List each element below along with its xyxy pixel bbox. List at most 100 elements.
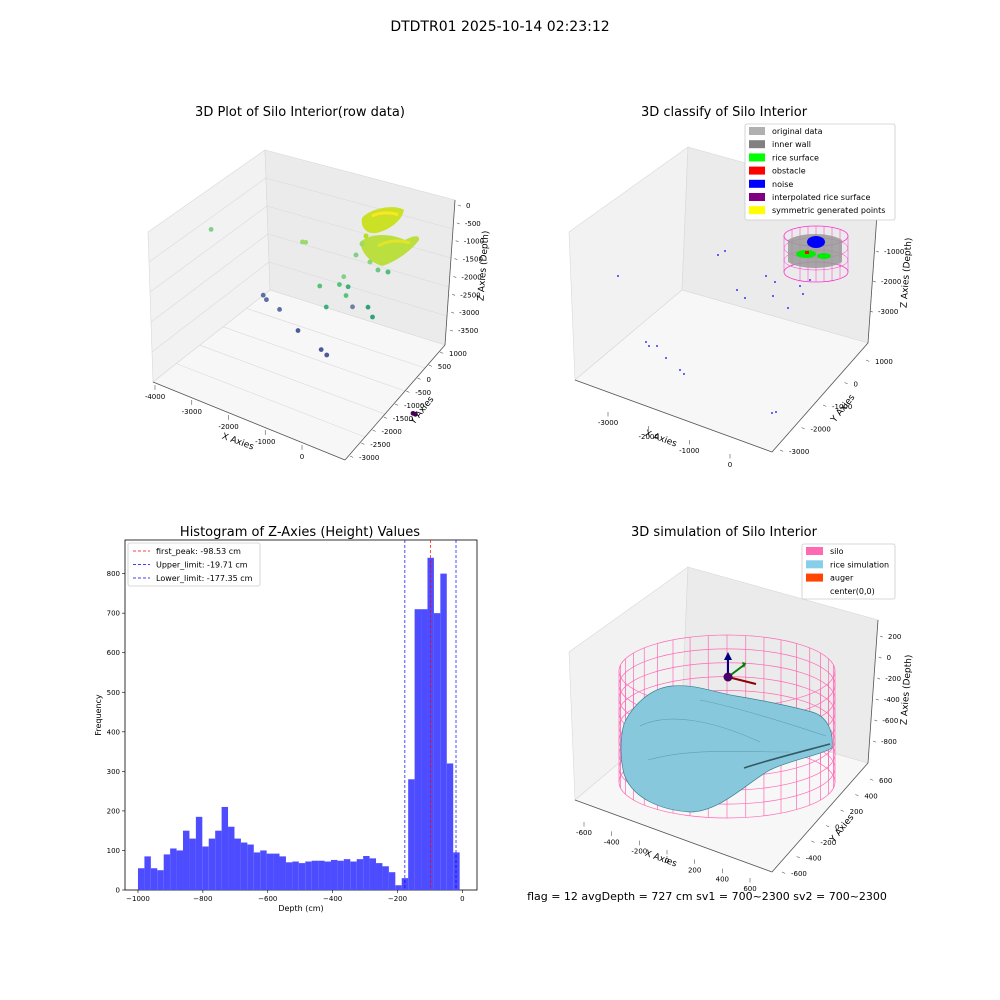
classify-noise-points [617,250,811,414]
raw-point [303,239,309,245]
raw-gridline [246,308,426,369]
raw-y-label: Y Axies [408,395,437,428]
raw-y-tick-mark [383,416,388,419]
raw-y-tick: 0 [427,376,431,384]
histogram-x-tick: −400 [323,895,342,903]
classify-z-label: Z Axies (Depth) [900,237,915,308]
histogram-bar [157,870,164,890]
histogram-x-tick: −600 [258,895,277,903]
histogram-x-tick: −800 [193,895,212,903]
noise-point [724,250,726,252]
raw-z-tick: -500 [465,220,481,228]
legend-swatch [749,206,765,215]
simulation-z-tick: 0 [887,654,891,662]
simulation-y-tick-mark [811,840,815,843]
raw-gridline [151,261,270,353]
histogram-bar [337,860,344,890]
noise-point [717,254,719,256]
raw-x-tick: -3000 [182,408,202,416]
histogram-bar [433,613,441,890]
classify-y-ticks: 1000 0 -1000 -2000 -3000 [779,358,893,456]
simulation-z-axis [867,619,879,764]
raw-z-tick-mark [449,329,453,332]
classify-y-tick: -3000 [789,448,809,456]
classify-y-tick: -1000 [832,403,852,411]
simulation-y-tick-mark [781,871,786,874]
simulation-z-tick-mark [872,740,876,743]
raw-z-tick-mark [455,240,459,243]
raw-point [317,283,323,289]
noise-point [775,411,777,413]
histogram-bar [273,853,280,890]
raw-y-tick-mark [439,351,444,354]
legend-label: rice surface [772,153,819,162]
histogram-y-tick: 400 [107,728,120,736]
raw-z-tick-mark [456,222,460,225]
simulation-x-tick: 400 [716,876,729,884]
raw-z-tick: -2500 [460,291,480,299]
raw-y-tick-mark [349,455,354,458]
histogram-bar [234,838,241,890]
histogram-bar [440,573,447,890]
histogram-bar [163,854,171,890]
histogram-y-tick: 300 [107,768,120,776]
histogram-legend-label: Lower_limit: -177.35 cm [156,574,253,583]
classify-z-tick: -2000 [881,278,901,286]
simulation-x-tick: 200 [688,866,701,874]
histogram-bars [137,557,460,890]
histogram-bar [356,859,364,890]
simulation-x-label: X Axies [643,849,678,870]
raw-point [341,274,347,280]
histogram-bar [176,850,184,890]
raw-point [260,292,266,298]
histogram-bar [208,838,216,890]
histogram-bar [144,856,151,890]
raw-point [370,314,375,320]
classify-z-tick: -1000 [884,248,904,256]
noise-point [736,289,738,291]
simulation-legend-label: center(0,0) [830,587,875,596]
histogram-bar [324,861,331,890]
histogram-bar [318,860,325,890]
simulation-z-tick-mark [879,635,883,638]
simulation-legend: silo rice simulation auger center(0,0) [801,543,896,600]
histogram-bar [253,852,261,890]
classify-y-tick-mark [779,449,784,452]
noise-point [787,307,789,309]
histogram-title: Histogram of Z-Axies (Height) Values [180,525,420,540]
raw-x-tick: -1000 [255,438,275,446]
raw-y-tick-mark [372,429,376,432]
raw-point [412,411,418,417]
figure-suptitle: DTDTR01 2025-10-14 02:23:12 [390,19,609,35]
classify-x-label: X Axies [643,429,678,450]
legend-swatch [749,193,765,201]
histogram-bar [189,838,196,890]
simulation-x-tick: -400 [604,838,620,846]
histogram-bar [453,852,460,890]
histogram-x-tick: −200 [388,895,407,903]
histogram-y-tick: 800 [107,570,120,578]
histogram-y-tick: 100 [107,847,120,855]
classify-z-axis [867,199,879,344]
panel-raw-title: 3D Plot of Silo Interior(row data) [195,105,405,120]
classify-z-ticks: -1000 -2000 -3000 [869,248,904,316]
histogram-y-tick: 700 [107,610,120,618]
raw-point [345,284,351,290]
histogram-legend-label: first_peak: -98.53 cm [156,547,241,556]
simulation-z-label: Z Axies (Depth) [900,654,915,725]
simulation-y-tick-mark [869,778,874,781]
histogram-bar [376,863,383,890]
raw-y-tick: -3000 [359,454,379,462]
classify-y-tick: -2000 [811,426,831,434]
simulation-y-tick: -200 [820,839,836,847]
simulation-legend-label: auger [830,574,854,583]
simulation-z-tick-mark [877,677,881,680]
raw-z-tick: 0 [466,202,470,210]
histogram-bar [395,885,402,890]
simulation-z-tick: -800 [881,738,897,746]
status-line: flag = 12 avgDepth = 727 cm sv1 = 700~23… [527,890,887,903]
raw-point [337,282,342,287]
raw-y-tick-mark [417,377,421,380]
simulation-x-tick: 0 [665,857,669,865]
simulation-x-tick: 600 [743,885,756,893]
